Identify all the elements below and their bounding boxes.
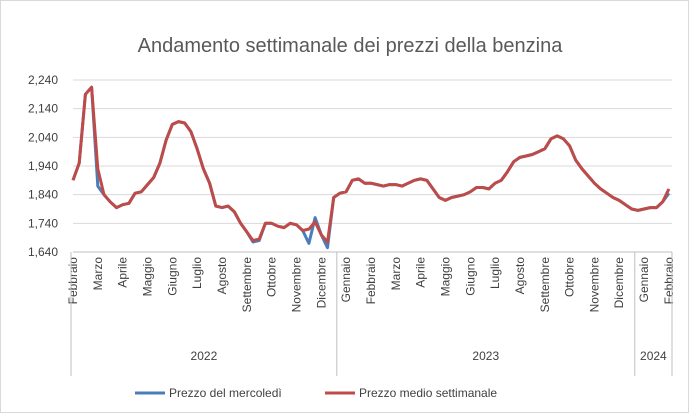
- x-tick-label: Agosto: [513, 257, 527, 295]
- x-tick-label: Settembre: [538, 257, 552, 313]
- x-group-label: 2022: [191, 349, 218, 363]
- legend-label: Prezzo medio settimanale: [359, 386, 497, 400]
- x-tick-label: Febbraio: [66, 257, 80, 305]
- x-tick-label: Febbraio: [662, 257, 676, 305]
- x-tick-label: Maggio: [438, 257, 452, 297]
- x-tick-label: Luglio: [488, 257, 502, 289]
- x-tick-label: Novembre: [587, 257, 601, 313]
- y-tick-label: 2,240: [28, 73, 58, 87]
- x-group-label: 2024: [640, 349, 667, 363]
- x-tick-label: Marzo: [389, 257, 403, 291]
- x-tick-label: Agosto: [215, 257, 229, 295]
- x-tick-label: Ottobre: [265, 257, 279, 297]
- x-group-label: 2023: [472, 349, 499, 363]
- y-tick-label: 1,940: [28, 159, 58, 173]
- x-tick-label: Maggio: [140, 257, 154, 297]
- x-tick-label: Febbraio: [364, 257, 378, 305]
- legend-label: Prezzo del mercoledì: [169, 386, 282, 400]
- x-tick-label: Dicembre: [314, 257, 328, 309]
- y-tick-label: 1,740: [28, 216, 58, 230]
- x-tick-label: Novembre: [289, 257, 303, 313]
- x-tick-label: Giugno: [165, 257, 179, 296]
- y-tick-label: 1,640: [28, 245, 58, 259]
- x-tick-label: Gennaio: [637, 257, 651, 303]
- x-tick-label: Marzo: [91, 257, 105, 291]
- x-tick-label: Giugno: [463, 257, 477, 296]
- chart-title: Andamento settimanale dei prezzi della b…: [138, 35, 564, 57]
- series-line: [71, 85, 671, 244]
- x-tick-label: Luglio: [190, 257, 204, 289]
- x-tick-label: Dicembre: [612, 257, 626, 309]
- y-tick-label: 2,140: [28, 102, 58, 116]
- x-tick-label: Aprile: [414, 257, 428, 288]
- x-tick-label: Aprile: [116, 257, 130, 288]
- x-tick-label: Settembre: [240, 257, 254, 313]
- y-tick-label: 2,040: [28, 130, 58, 144]
- y-tick-label: 1,840: [28, 188, 58, 202]
- x-tick-label: Ottobre: [563, 257, 577, 297]
- x-tick-label: Gennaio: [339, 257, 353, 303]
